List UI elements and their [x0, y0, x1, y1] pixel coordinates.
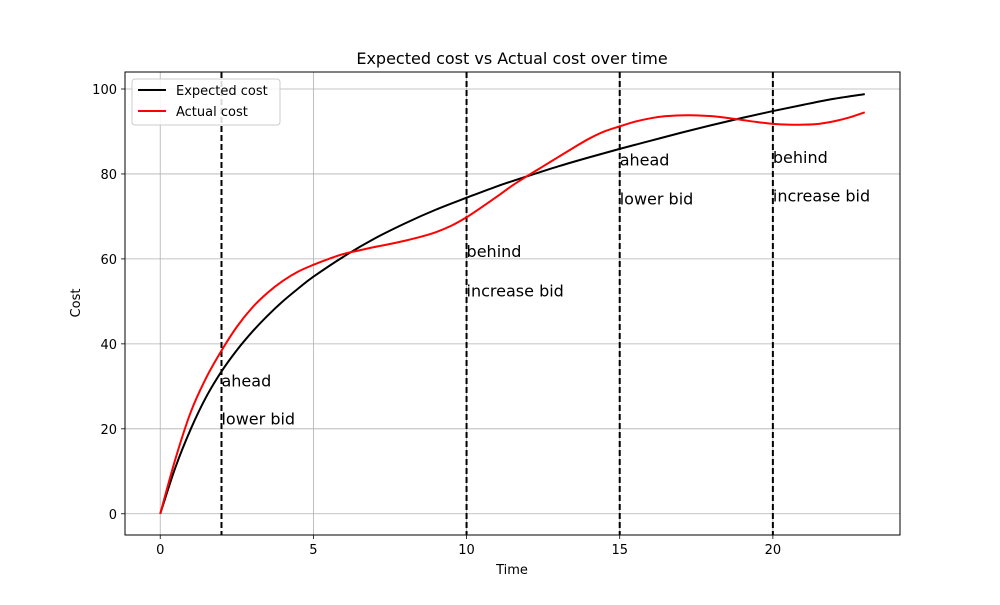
x-tick-label: 15 — [611, 543, 628, 558]
plot-frame — [124, 71, 901, 536]
y-tick-label: 0 — [109, 508, 117, 523]
y-tick-label: 100 — [92, 83, 117, 98]
annotations: ahead lower bid behind increase bid ahead low… — [221, 148, 870, 429]
legend-box — [131, 78, 281, 126]
annotation-4: ahead — [620, 150, 670, 169]
annotation-1: lower bid — [221, 410, 295, 429]
annotation-3: increase bid — [467, 281, 564, 300]
x-tick-label: 10 — [458, 543, 475, 558]
y-tick-label: 20 — [100, 423, 117, 438]
y-tick-label: 40 — [100, 338, 117, 353]
axis-ticks: 0 5 10 15 20 0 20 40 60 80 100 — [92, 83, 781, 558]
series-line-1 — [159, 111, 866, 515]
chart-title: Expected cost vs Actual cost over time — [356, 49, 667, 68]
x-tick-label: 0 — [156, 543, 164, 558]
series-line-0 — [159, 93, 865, 515]
legend-label-expected-cost: Expected cost — [176, 84, 268, 99]
legend-label-actual-cost: Actual cost — [176, 105, 248, 120]
series-lines — [159, 93, 866, 515]
x-axis-label: Time — [495, 563, 528, 578]
legend: Expected cost Actual cost — [131, 78, 281, 126]
y-tick-label: 60 — [100, 253, 117, 268]
annotation-0: ahead — [221, 371, 271, 390]
y-axis-label: Cost — [69, 289, 84, 318]
x-tick-label: 20 — [765, 543, 782, 558]
annotation-6: behind — [773, 148, 828, 167]
annotation-2: behind — [467, 242, 522, 261]
x-tick-label: 5 — [309, 543, 317, 558]
annotation-5: lower bid — [620, 190, 694, 209]
plot-area — [125, 72, 900, 535]
annotation-7: increase bid — [773, 187, 870, 206]
y-tick-label: 80 — [100, 168, 117, 183]
